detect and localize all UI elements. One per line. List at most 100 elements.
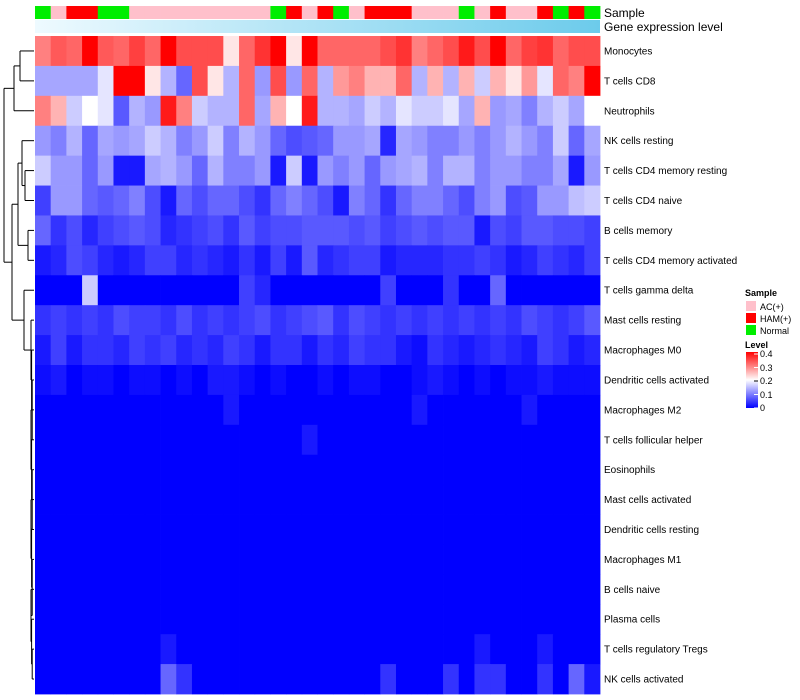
legend-sample-title: Sample xyxy=(745,288,777,298)
heatmap-cell xyxy=(443,245,460,276)
heatmap-cell xyxy=(50,245,67,276)
heatmap-cell xyxy=(521,36,538,67)
heatmap-cell xyxy=(521,215,538,246)
heatmap-cell xyxy=(458,275,475,306)
heatmap-cell xyxy=(129,125,146,157)
row-label: B cells naive xyxy=(604,585,661,596)
heatmap-cell xyxy=(317,484,334,515)
heatmap-cell xyxy=(333,664,350,695)
heatmap-cell xyxy=(176,275,193,306)
heatmap-cell xyxy=(537,155,554,186)
sample-annotation-cell xyxy=(286,6,303,19)
heatmap-cell xyxy=(584,215,601,246)
heatmap-cell xyxy=(191,125,209,157)
heatmap-cell xyxy=(568,125,585,157)
heatmap-cell xyxy=(458,454,475,486)
heatmap-cell xyxy=(270,65,287,97)
heatmap-cell xyxy=(552,155,570,186)
heatmap-cell xyxy=(129,574,146,605)
heatmap-cell xyxy=(176,664,193,695)
heatmap-cell xyxy=(395,36,413,67)
heatmap-cell xyxy=(490,664,507,695)
heatmap-cell xyxy=(176,544,193,575)
heatmap-cell xyxy=(552,215,570,246)
heatmap-cell xyxy=(223,514,240,545)
heatmap-cell xyxy=(50,634,67,665)
heatmap-cell xyxy=(129,365,146,396)
heatmap-cell xyxy=(129,514,146,545)
heatmap-cell xyxy=(584,544,601,575)
heatmap-cell xyxy=(395,275,413,306)
heatmap-cell xyxy=(301,454,318,486)
heatmap-cell xyxy=(129,275,146,306)
heatmap-cell xyxy=(97,394,114,426)
heatmap-cell xyxy=(317,574,334,605)
heatmap-cell xyxy=(129,424,146,456)
heatmap-cell xyxy=(144,335,161,366)
heatmap-cell xyxy=(239,514,256,545)
heatmap-cell xyxy=(537,65,554,97)
heatmap-cell xyxy=(176,36,193,67)
heatmap-cell xyxy=(333,424,350,456)
heatmap-cell xyxy=(380,574,397,605)
heatmap-cell xyxy=(35,544,52,575)
heatmap-cell xyxy=(395,335,413,366)
heatmap-cell xyxy=(427,335,444,366)
heatmap-cell xyxy=(82,634,99,665)
heatmap-cell xyxy=(458,484,475,515)
heatmap-cell xyxy=(82,305,99,336)
heatmap-cell xyxy=(160,604,177,635)
heatmap-cell xyxy=(474,305,491,336)
heatmap-cell xyxy=(239,454,256,486)
heatmap-cell xyxy=(239,36,256,67)
heatmap-cell xyxy=(380,604,397,635)
heatmap-cell xyxy=(380,305,397,336)
heatmap-cell xyxy=(207,514,224,545)
heatmap-cell xyxy=(66,574,83,605)
heatmap-cell xyxy=(97,484,114,515)
heatmap-cell xyxy=(333,155,350,186)
heatmap-cell xyxy=(160,95,177,127)
heatmap-cell xyxy=(207,155,224,186)
heatmap-cell xyxy=(301,275,318,306)
heatmap-cell xyxy=(584,365,601,396)
heatmap-cell xyxy=(474,245,491,276)
heatmap-cell xyxy=(97,155,114,186)
heatmap-cell xyxy=(411,185,428,216)
heatmap-cell xyxy=(50,664,67,695)
heatmap-cell xyxy=(113,95,130,127)
heatmap-cell xyxy=(443,365,460,396)
heatmap-cell xyxy=(443,454,460,486)
heatmap-cell xyxy=(474,36,491,67)
heatmap-cell xyxy=(50,305,67,336)
heatmap-cell xyxy=(490,95,507,127)
heatmap-cell xyxy=(50,514,67,545)
heatmap-cell xyxy=(364,155,381,186)
heatmap-cell xyxy=(254,215,271,246)
heatmap-cell xyxy=(348,335,365,366)
heatmap-cell xyxy=(537,394,554,426)
heatmap-cell xyxy=(50,335,67,366)
heatmap-cell xyxy=(223,454,240,486)
heatmap-cell xyxy=(254,65,271,97)
heatmap-cell xyxy=(443,394,460,426)
heatmap-cell xyxy=(207,574,224,605)
heatmap-cell xyxy=(490,365,507,396)
heatmap-cell xyxy=(160,215,177,246)
heatmap-cell xyxy=(270,365,287,396)
heatmap-cell xyxy=(50,155,67,186)
heatmap-cell xyxy=(191,604,209,635)
heatmap-cell xyxy=(270,634,287,665)
heatmap-cell xyxy=(35,65,52,97)
heatmap-cell xyxy=(301,604,318,635)
heatmap-cell xyxy=(223,394,240,426)
heatmap-cell xyxy=(568,604,585,635)
heatmap-cell xyxy=(568,634,585,665)
heatmap-cell xyxy=(427,394,444,426)
heatmap-cell xyxy=(521,424,538,456)
legend-swatch-normal xyxy=(746,325,756,335)
heatmap-cell xyxy=(97,185,114,216)
heatmap-cell xyxy=(552,275,570,306)
heatmap-cell xyxy=(568,305,585,336)
heatmap-cell xyxy=(458,664,475,695)
